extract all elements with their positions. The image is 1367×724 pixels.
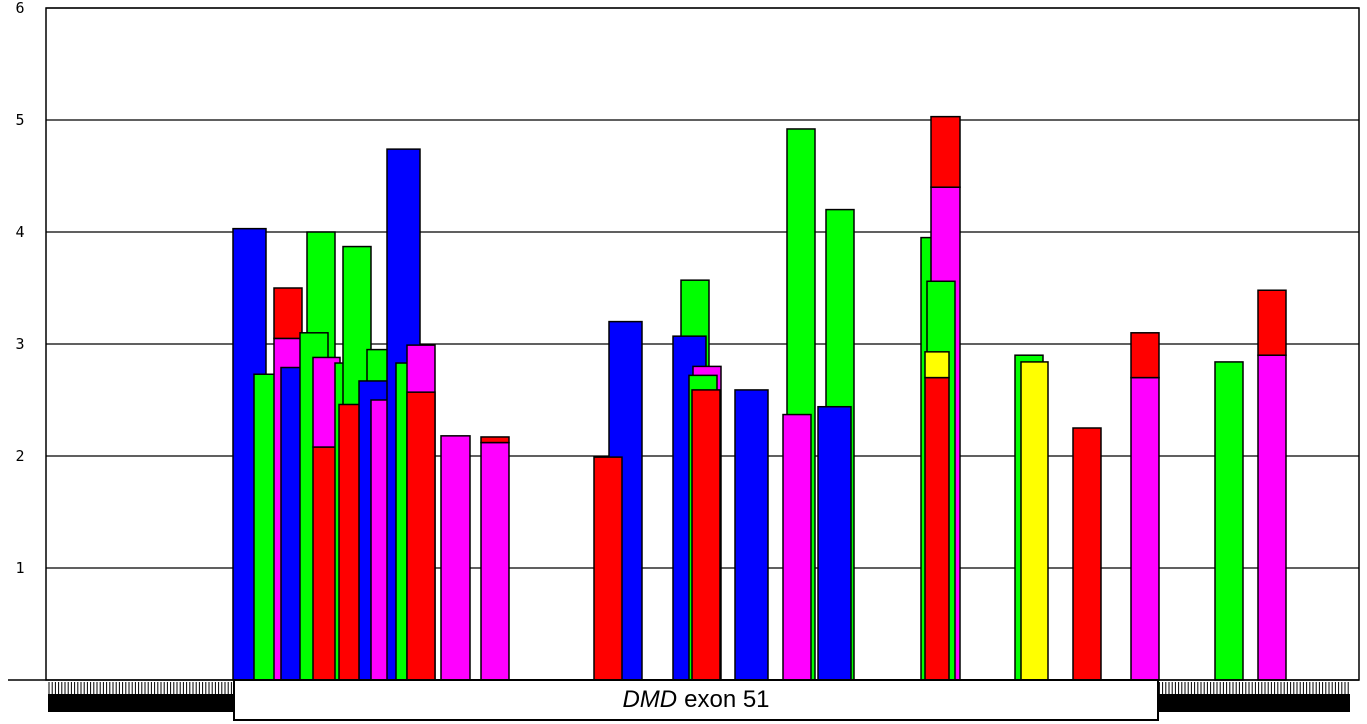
y-tick-label: 6 [15, 0, 24, 17]
y-tick-label: 4 [15, 223, 24, 241]
bar-segment-magenta [440, 435, 471, 681]
bar-segment-red [406, 391, 436, 681]
exon-label: DMD exon 51 [233, 679, 1159, 721]
bar-segment-red [930, 115, 961, 188]
y-tick-labels: 1 2 3 4 5 6 [15, 0, 24, 577]
exon-gene-name: DMD [622, 686, 678, 713]
bar-segment-red [593, 456, 623, 681]
bar-segment-magenta [782, 413, 812, 681]
bar-segment-red [1130, 332, 1160, 379]
bar-segment-magenta [1257, 354, 1287, 681]
bar-segment-yellow [1020, 361, 1049, 681]
bar-segment-blue [734, 389, 769, 681]
bar-segment-green [1214, 361, 1244, 681]
y-tick-label: 5 [15, 111, 24, 129]
y-tick-label: 2 [15, 447, 24, 465]
bar-segment-red [1072, 427, 1102, 681]
bar-segment-yellow [924, 351, 950, 379]
bar-segment-blue [817, 405, 852, 681]
bars [232, 115, 1287, 681]
y-tick-label: 1 [15, 559, 24, 577]
y-tick-label: 3 [15, 335, 24, 353]
bar-segment-red [480, 436, 510, 444]
bar-segment-red [1257, 289, 1287, 356]
bar-segment-magenta [480, 441, 510, 681]
bar-segment-red [924, 376, 950, 681]
exon-name: exon 51 [684, 686, 770, 713]
bar-segment-red [691, 389, 721, 681]
bar-segment-red [273, 287, 303, 340]
bar-segment-magenta [1130, 376, 1160, 681]
